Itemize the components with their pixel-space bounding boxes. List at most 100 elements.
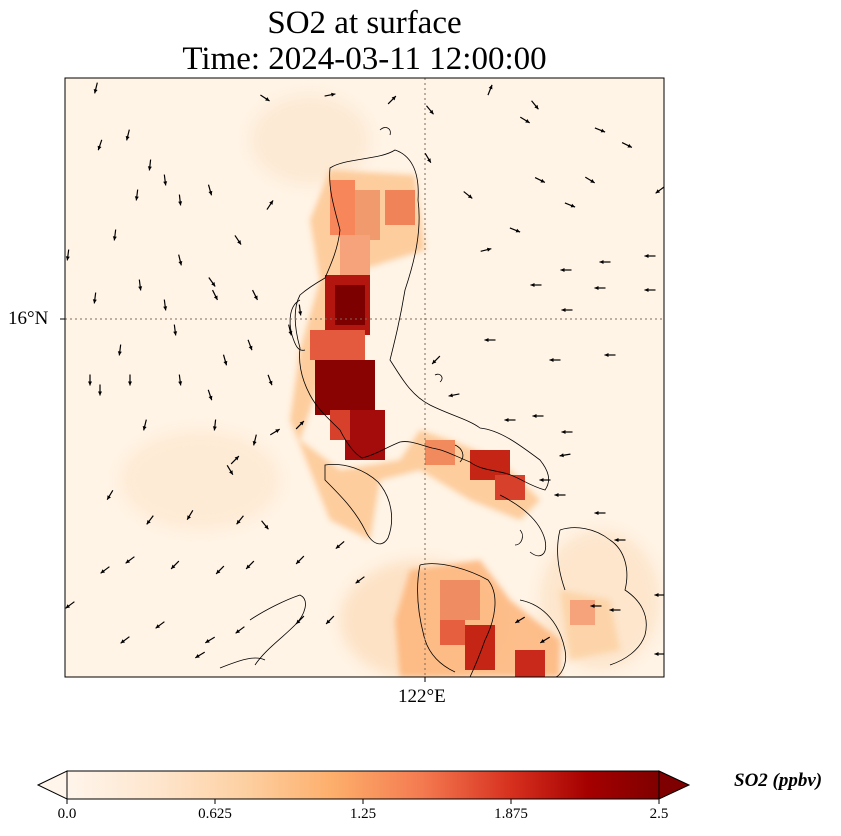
colorbar-tick-label: 0.0 bbox=[57, 806, 77, 822]
wind-arrow-head bbox=[237, 240, 242, 245]
wind-arrow-head bbox=[655, 189, 660, 194]
wind-arrow-head bbox=[125, 559, 130, 564]
wind-arrow-head bbox=[93, 88, 98, 94]
wind-arrow-head bbox=[100, 569, 105, 574]
wind-arrow-head bbox=[236, 519, 241, 525]
wind-arrow-head bbox=[178, 201, 183, 206]
wind-arrow-head bbox=[142, 425, 147, 431]
wind-arrow-head bbox=[432, 359, 437, 364]
wind-arrow-head bbox=[229, 470, 233, 475]
colorbar-gradient bbox=[67, 771, 659, 799]
wind-vectors bbox=[65, 82, 664, 659]
wind-arrow-head bbox=[117, 351, 122, 356]
wind-arrow-head bbox=[554, 493, 559, 497]
wind-arrow-head bbox=[125, 135, 130, 141]
wind-arrow-head bbox=[264, 524, 269, 530]
wind-arrow-head bbox=[570, 203, 576, 208]
wind-arrow-head bbox=[173, 331, 178, 336]
wind-arrow-head bbox=[486, 247, 492, 252]
wind-arrow-head bbox=[594, 286, 599, 290]
wind-arrow-head bbox=[120, 639, 125, 644]
wind-arrow-head bbox=[65, 256, 70, 261]
colorbar-tick-label: 1.875 bbox=[494, 806, 528, 822]
wind-arrow-head bbox=[268, 380, 273, 386]
wind-arrow-head bbox=[296, 559, 301, 564]
wind-arrow-head bbox=[600, 128, 606, 133]
wind-arrow-head bbox=[429, 109, 434, 115]
wind-arrow-head bbox=[298, 311, 303, 316]
wind-arrow-head bbox=[525, 119, 530, 123]
wind-arrow-head bbox=[178, 260, 183, 266]
wind-arrow-head bbox=[275, 429, 280, 433]
wind-arrow-head bbox=[559, 453, 564, 458]
colorbar-tick-label: 1.25 bbox=[349, 806, 377, 822]
wind-arrow-head bbox=[590, 179, 595, 183]
wind-arrow-head bbox=[654, 593, 659, 597]
colorbar-tick-label: 0.625 bbox=[198, 806, 232, 822]
wind-arrow-head bbox=[448, 393, 453, 398]
wind-arrow-head bbox=[467, 194, 473, 199]
wind-arrow-head bbox=[235, 629, 240, 634]
wind-arrow-head bbox=[609, 608, 614, 612]
wind-arrow-head bbox=[253, 295, 258, 300]
wind-arrow-head bbox=[234, 456, 239, 461]
wind-arrow-head bbox=[265, 97, 270, 102]
wind-arrow-head bbox=[488, 84, 493, 90]
wind-arrow-head bbox=[561, 430, 566, 434]
wind-arrow-head bbox=[590, 604, 595, 608]
wind-arrow-head bbox=[146, 520, 151, 525]
map-frame bbox=[64, 77, 665, 678]
wind-arrow-head bbox=[134, 196, 139, 201]
longitude-tick-label: 122°E bbox=[398, 686, 446, 707]
wind-arrow-head bbox=[561, 308, 566, 312]
wind-arrow-head bbox=[540, 639, 545, 643]
wind-arrow-head bbox=[212, 426, 217, 431]
wind-arrow-head bbox=[540, 178, 545, 183]
colorbar-tick-label: 2.5 bbox=[649, 806, 669, 822]
wind-arrow-head bbox=[246, 564, 251, 569]
wind-arrow-head bbox=[128, 381, 132, 386]
wind-arrow-head bbox=[288, 330, 293, 336]
wind-arrow-head bbox=[515, 228, 521, 233]
wind-arrow-head bbox=[112, 236, 117, 241]
wind-arrow-head bbox=[627, 143, 632, 148]
wind-arrow-head bbox=[549, 358, 554, 362]
latitude-tick-label: 16°N bbox=[8, 308, 49, 329]
colorbar-label: SO2 (ppbv) bbox=[734, 770, 823, 791]
wind-arrow-head bbox=[534, 104, 539, 110]
wind-arrow-head bbox=[560, 268, 565, 272]
wind-arrow-head bbox=[599, 260, 604, 264]
wind-arrow-head bbox=[171, 564, 176, 569]
wind-arrow-head bbox=[163, 181, 168, 186]
wind-arrow-head bbox=[147, 166, 152, 171]
wind-arrow-head bbox=[211, 282, 216, 287]
wind-arrow-head bbox=[644, 288, 649, 292]
wind-arrow-head bbox=[155, 624, 160, 629]
wind-arrow-head bbox=[335, 544, 341, 549]
wind-arrow-head bbox=[138, 286, 143, 291]
wind-arrow-head bbox=[248, 345, 253, 351]
wind-arrow-head bbox=[107, 495, 111, 500]
wind-arrow-head bbox=[532, 414, 537, 418]
wind-arrow-head bbox=[252, 440, 257, 446]
wind-arrow-head bbox=[484, 338, 489, 342]
wind-arrow-head bbox=[391, 96, 396, 101]
wind-arrow-head bbox=[216, 569, 221, 574]
wind-arrow-head bbox=[539, 478, 544, 482]
wind-arrow-head bbox=[530, 283, 535, 287]
wind-arrow-head bbox=[163, 306, 168, 311]
wind-arrow-head bbox=[205, 639, 210, 643]
wind-arrow-head bbox=[331, 92, 336, 97]
wind-arrow-head bbox=[355, 579, 360, 584]
colorbar-min-extend bbox=[36, 770, 68, 800]
wind-arrow-head bbox=[299, 421, 304, 426]
colorbar-max-extend bbox=[658, 770, 691, 800]
wind-arrow-head bbox=[208, 395, 213, 401]
wind-arrow-head bbox=[223, 360, 228, 366]
wind-arrow-head bbox=[594, 511, 599, 515]
coastlines bbox=[219, 127, 647, 677]
wind-arrow-head bbox=[427, 158, 431, 163]
wind-arrow-head bbox=[515, 619, 520, 623]
